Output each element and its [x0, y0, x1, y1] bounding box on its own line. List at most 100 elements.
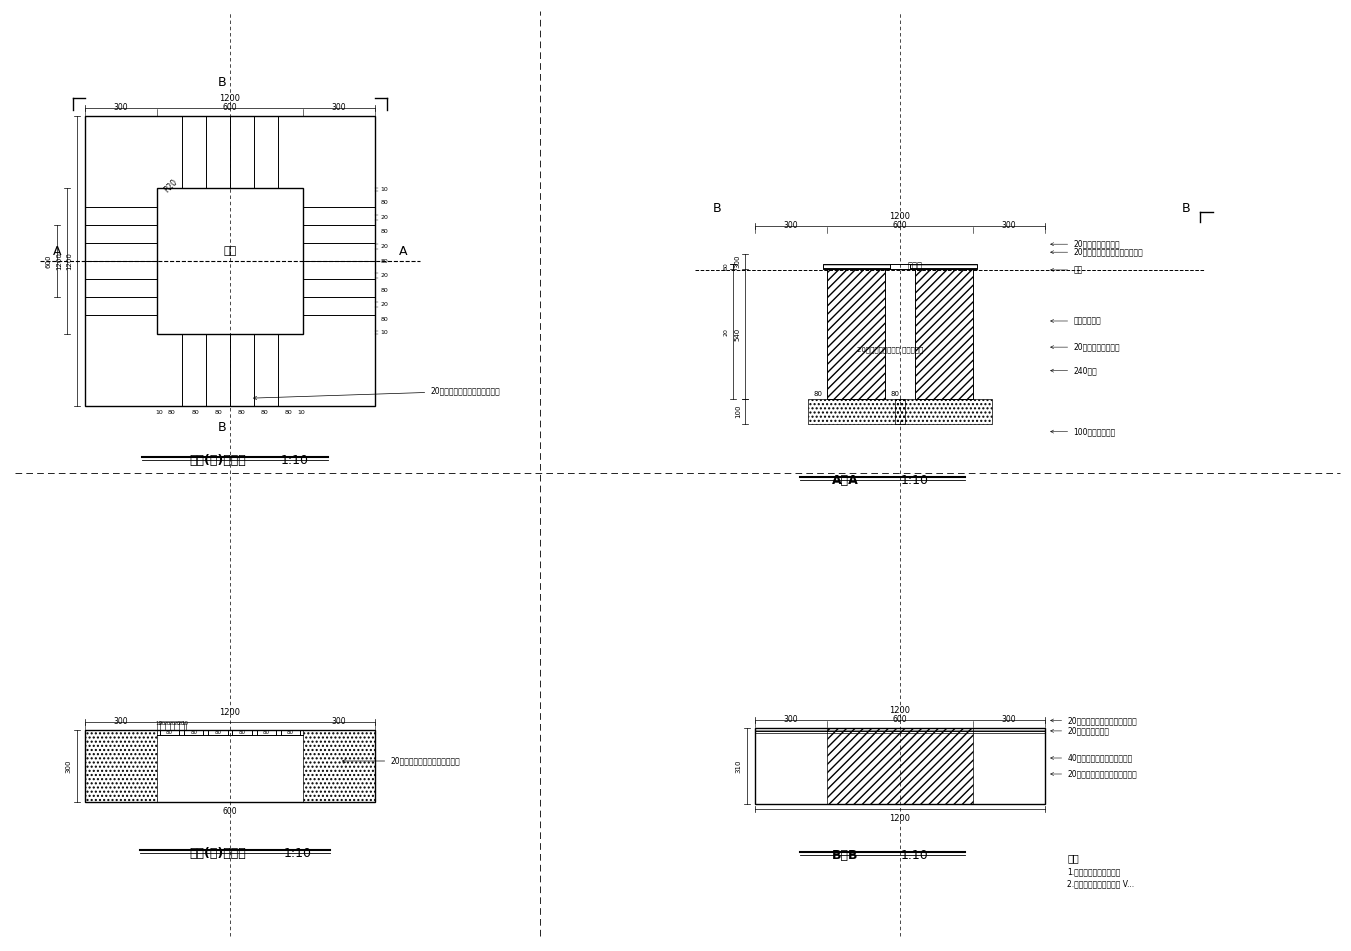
Text: B－B: B－B	[832, 848, 858, 862]
Text: 花池: 花池	[223, 246, 236, 256]
Text: 100: 100	[735, 405, 740, 418]
Text: 20: 20	[380, 215, 388, 220]
Text: 2.特殊墙面凸出的花池共 V...: 2.特殊墙面凸出的花池共 V...	[1067, 880, 1135, 888]
Text: 地平: 地平	[1051, 265, 1082, 275]
Text: R20: R20	[162, 177, 180, 194]
Text: 80: 80	[215, 729, 222, 734]
Text: 10: 10	[182, 721, 189, 726]
Text: 种植土: 种植土	[908, 262, 923, 271]
Text: 1200: 1200	[219, 708, 240, 717]
Text: 防水沙浆一道: 防水沙浆一道	[1051, 317, 1101, 325]
Text: 1.本图用以施工放样参考: 1.本图用以施工放样参考	[1067, 867, 1120, 877]
Bar	[896, 399, 992, 423]
Bar	[808, 399, 905, 423]
Text: 600: 600	[223, 807, 238, 816]
Text: 600: 600	[46, 254, 51, 268]
Text: 80: 80	[238, 410, 246, 416]
Text: 20厚樱花红花岗岩盖板（座面）: 20厚樱花红花岗岩盖板（座面）	[342, 756, 459, 766]
Text: 20: 20	[169, 721, 176, 726]
Text: 20厚樱花红花岗岩盖板（座底）: 20厚樱花红花岗岩盖板（座底）	[1051, 769, 1138, 779]
Text: 1200: 1200	[889, 212, 911, 222]
Text: B: B	[1182, 203, 1190, 215]
Text: 80: 80	[168, 410, 176, 416]
Bar	[303, 729, 376, 803]
Bar	[85, 729, 376, 803]
Text: 1:10: 1:10	[284, 847, 312, 861]
Bar	[208, 729, 227, 734]
Text: 20: 20	[380, 302, 388, 307]
Text: 1200: 1200	[889, 707, 911, 715]
Text: 80: 80	[380, 287, 388, 293]
Text: 80: 80	[380, 229, 388, 235]
Text: 600: 600	[893, 222, 908, 230]
Text: 1200: 1200	[219, 94, 240, 103]
Text: 300: 300	[113, 103, 128, 112]
Text: 20: 20	[163, 721, 170, 726]
Text: 600: 600	[223, 103, 238, 112]
Text: 300: 300	[113, 717, 128, 726]
Text: 300: 300	[331, 717, 346, 726]
Bar	[281, 729, 300, 734]
Bar	[755, 728, 1046, 804]
Text: 20厚水泥层面层面: 20厚水泥层面层面	[1051, 727, 1109, 735]
Text: 80: 80	[380, 259, 388, 263]
Text: A－A: A－A	[832, 474, 858, 487]
Text: 80: 80	[286, 729, 295, 734]
Text: 10: 10	[380, 330, 388, 335]
Text: 80: 80	[813, 392, 823, 398]
Bar	[158, 188, 303, 334]
Bar	[85, 116, 376, 406]
Text: 300: 300	[784, 715, 798, 725]
Text: 10: 10	[155, 721, 162, 726]
Text: 80: 80	[890, 392, 900, 398]
Text: 20厚樱花红花岗岩盖板（座底）: 20厚樱花红花岗岩盖板（座底）	[254, 387, 500, 399]
Text: 座凳(二)立面图: 座凳(二)立面图	[189, 847, 246, 861]
Text: 300: 300	[66, 759, 72, 773]
Text: B: B	[218, 76, 227, 88]
Text: 20厚樱花红花岗岩盖板（座面）: 20厚樱花红花岗岩盖板（座面）	[1051, 716, 1138, 725]
Text: 10: 10	[155, 410, 162, 416]
Text: 80: 80	[239, 729, 246, 734]
Bar	[232, 729, 251, 734]
Text: 300: 300	[1001, 715, 1016, 725]
Text: 540: 540	[735, 327, 740, 340]
Text: 20: 20	[380, 244, 388, 249]
Text: 60: 60	[724, 262, 728, 270]
Text: 20厚水泥沙浆结合层 内涂防水漆: 20厚水泥沙浆结合层 内涂防水漆	[857, 346, 923, 353]
Text: B: B	[218, 421, 227, 435]
Text: 1.10: 1.10	[901, 848, 929, 862]
Text: 80: 80	[166, 729, 173, 734]
Text: 20: 20	[380, 273, 388, 278]
Text: 20: 20	[173, 721, 180, 726]
Text: 80: 80	[284, 410, 292, 416]
Text: 座凳(二)平面图: 座凳(二)平面图	[189, 455, 246, 467]
Text: B: B	[712, 203, 721, 215]
Text: 300: 300	[784, 222, 798, 230]
Text: 80: 80	[263, 729, 270, 734]
Text: 600: 600	[893, 715, 908, 725]
Text: 1:10: 1:10	[281, 455, 309, 467]
Text: 100厚混凝土垫层: 100厚混凝土垫层	[1051, 427, 1116, 437]
Text: 300: 300	[735, 255, 740, 268]
Bar	[827, 728, 973, 804]
Text: 20: 20	[178, 721, 185, 726]
Bar	[159, 729, 180, 734]
Bar	[915, 269, 973, 399]
Text: 20厚樱花红花岗岩石板（座面）: 20厚樱花红花岗岩石板（座面）	[1051, 247, 1143, 257]
Text: 试电: 试电	[1067, 853, 1079, 864]
Text: 1200: 1200	[66, 252, 72, 270]
Text: 300: 300	[331, 103, 346, 112]
Text: 20厚原水泥面层洗面: 20厚原水泥面层洗面	[1051, 240, 1120, 249]
Text: 20: 20	[158, 721, 166, 726]
Text: 1200: 1200	[889, 813, 911, 823]
Text: 80: 80	[380, 201, 388, 205]
Bar	[827, 269, 885, 399]
Bar	[85, 729, 158, 803]
Bar	[823, 263, 890, 269]
Text: 1:10: 1:10	[901, 474, 929, 487]
Text: 10: 10	[297, 410, 305, 416]
Bar	[184, 729, 204, 734]
Bar	[755, 728, 1046, 733]
Text: 10: 10	[380, 187, 388, 192]
Text: 80: 80	[261, 410, 269, 416]
